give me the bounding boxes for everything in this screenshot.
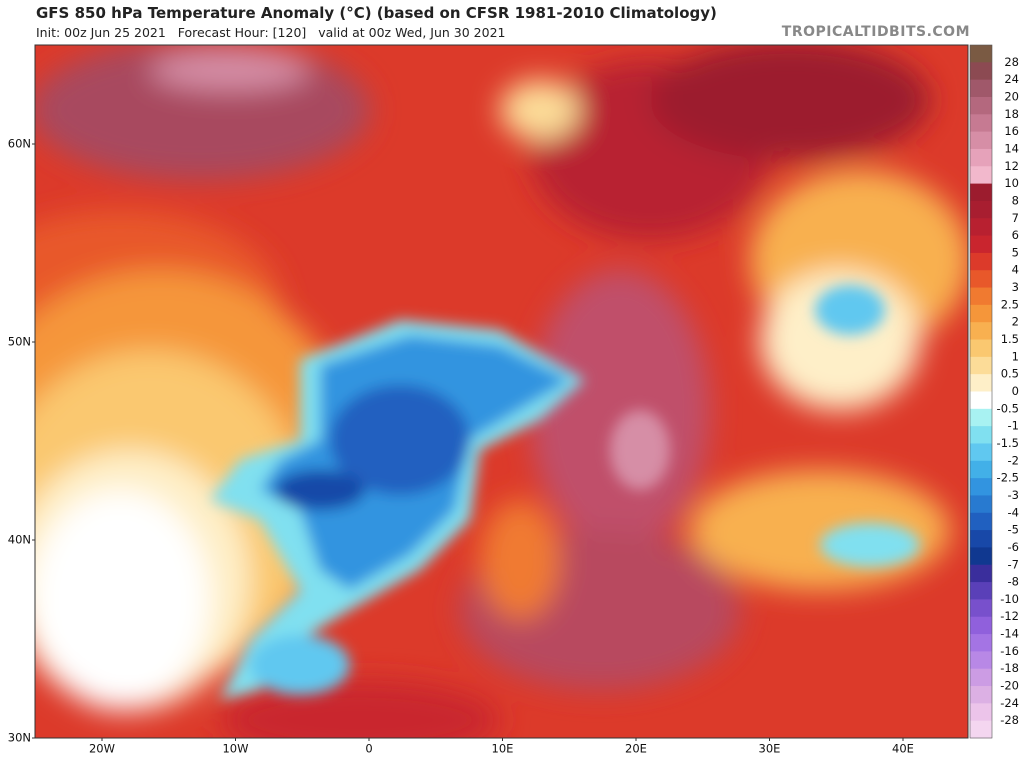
colorbar-label: -10 (1000, 592, 1019, 606)
lat-label: 30N (8, 731, 31, 745)
colorbar-swatch (970, 374, 992, 392)
colorbar-label: 5 (1012, 245, 1019, 259)
colorbar-swatch (970, 322, 992, 341)
colorbar-frame (969, 44, 993, 739)
colorbar-swatch (970, 45, 992, 63)
colorbar-label: -2.5 (997, 471, 1019, 485)
colorbar-label: 12 (1004, 159, 1019, 173)
colorbar-swatch (970, 530, 992, 548)
colorbar-label: -18 (1000, 661, 1019, 675)
lon-label: 20W (89, 742, 115, 756)
colorbar-swatch (970, 512, 992, 531)
colorbar-swatch (970, 426, 992, 444)
colorbar-swatch (970, 62, 992, 81)
colorbar-swatch (970, 495, 992, 514)
colorbar-label: -16 (1000, 644, 1019, 658)
colorbar-label: -20 (1000, 679, 1019, 693)
colorbar-swatch (970, 339, 992, 358)
colorbar-label: 10 (1004, 176, 1019, 190)
colorbar-label: -28 (1000, 713, 1019, 727)
colorbar-label: 2.5 (1001, 297, 1019, 311)
colorbar-label: 18 (1004, 107, 1019, 121)
colorbar-swatch (970, 287, 992, 306)
colorbar-label: 4 (1012, 263, 1019, 277)
colorbar-swatch (970, 547, 992, 566)
colorbar-label: 16 (1004, 124, 1019, 138)
colorbar-swatch (970, 200, 992, 219)
colorbar-swatch (970, 703, 992, 722)
colorbar-label: -3 (1008, 488, 1019, 502)
colorbar-label: 14 (1004, 141, 1019, 155)
lon-label: 20E (625, 742, 647, 756)
colorbar-label: 2 (1012, 315, 1019, 329)
colorbar-swatch (970, 564, 992, 583)
colorbar-swatch (970, 79, 992, 98)
colorbar-swatch (970, 460, 992, 479)
colorbar-label: -7 (1008, 557, 1019, 571)
lat-label: 40N (8, 533, 31, 547)
colorbar-swatch (970, 270, 992, 289)
colorbar-swatch (970, 114, 992, 133)
map-subtitle: Init: 00z Jun 25 2021 Forecast Hour: [12… (36, 25, 506, 40)
colorbar-swatch (970, 218, 992, 237)
colorbar-label: -4 (1008, 505, 1019, 519)
colorbar-swatch (970, 582, 992, 600)
colorbar-label: -1 (1008, 419, 1019, 433)
colorbar-label: 1.5 (1001, 332, 1019, 346)
colorbar-label: -0.5 (997, 401, 1019, 415)
colorbar-label: 3 (1012, 280, 1019, 294)
lat-label: 50N (8, 335, 31, 349)
colorbar-swatch (970, 96, 992, 115)
colorbar-swatch (970, 478, 992, 496)
colorbar-swatch (970, 651, 992, 670)
colorbar-label: -14 (1000, 627, 1019, 641)
colorbar-swatch (970, 148, 992, 167)
colorbar-swatch (970, 166, 992, 185)
colorbar-label: -2 (1008, 453, 1019, 467)
colorbar-label: 1 (1012, 349, 1019, 363)
colorbar-label: 28 (1004, 55, 1019, 69)
colorbar-swatch (970, 616, 992, 635)
colorbar-swatch (970, 356, 992, 375)
colorbar-swatch (970, 131, 992, 150)
colorbar-swatch (970, 252, 992, 271)
colorbar-swatch (970, 599, 992, 618)
colorbar-label: -8 (1008, 575, 1019, 589)
colorbar-label: 24 (1004, 72, 1019, 86)
lat-label: 60N (8, 137, 31, 151)
colorbar-swatch (970, 686, 992, 704)
colorbar-swatch (970, 235, 992, 254)
lon-label: 30E (759, 742, 781, 756)
colorbar-label: 7 (1012, 211, 1019, 225)
anomaly-field (35, 45, 968, 738)
colorbar-label: 20 (1004, 89, 1019, 103)
colorbar-label: 0.5 (1001, 367, 1019, 381)
colorbar-swatch (970, 391, 992, 410)
map-frame (34, 44, 969, 739)
colorbar-label: -1.5 (997, 436, 1019, 450)
colorbar-label: 8 (1012, 193, 1019, 207)
colorbar-label: 6 (1012, 228, 1019, 242)
credit: TROPICALTIDBITS.COM (781, 24, 970, 40)
colorbar-swatch (970, 668, 992, 687)
lon-label: 0 (365, 742, 372, 756)
colorbar-label: -5 (1008, 523, 1019, 537)
colorbar-label: -24 (1000, 696, 1019, 710)
colorbar-swatch (970, 183, 992, 202)
map-title: GFS 850 hPa Temperature Anomaly (°C) (ba… (36, 4, 717, 22)
lon-label: 40E (892, 742, 914, 756)
colorbar-label: 0 (1012, 384, 1019, 398)
colorbar-swatch (970, 304, 992, 323)
lon-label: 10E (492, 742, 514, 756)
colorbar-label: -12 (1000, 609, 1019, 623)
lon-label: 10W (222, 742, 248, 756)
colorbar-label: -6 (1008, 540, 1019, 554)
colorbar-swatch (970, 720, 992, 739)
colorbar-swatch (970, 443, 992, 462)
colorbar-swatch (970, 634, 992, 652)
colorbar-swatch (970, 408, 992, 427)
